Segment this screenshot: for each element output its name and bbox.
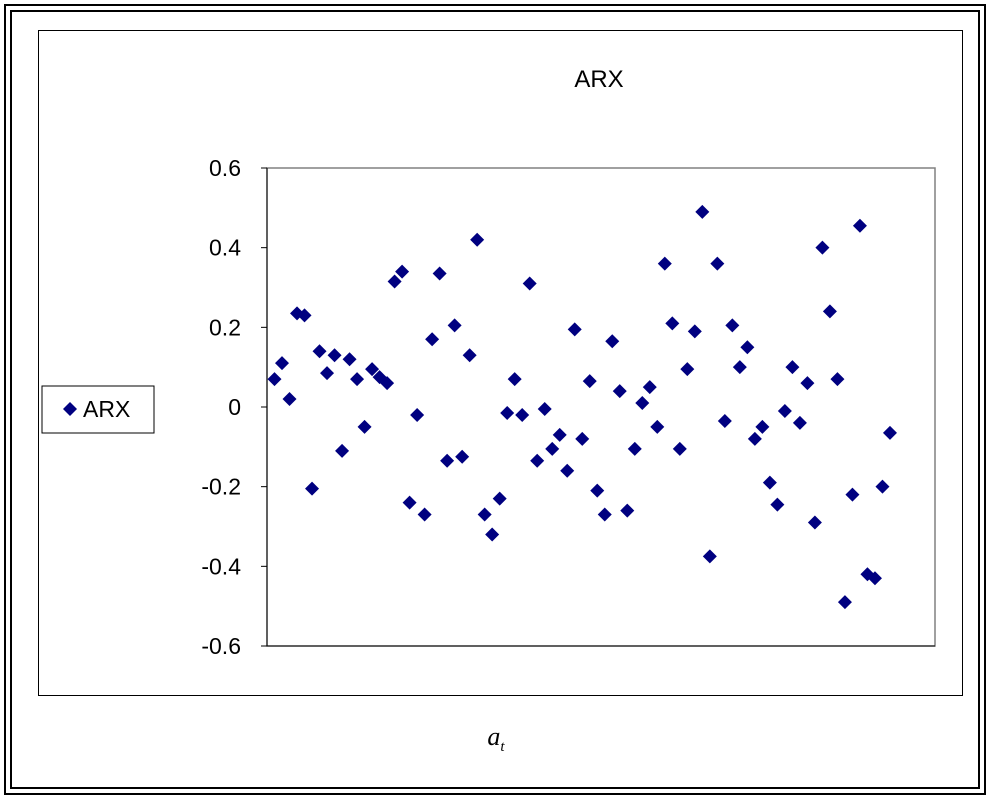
data-point [605,334,620,349]
y-tick-label: -0.4 [201,553,241,579]
data-point [755,419,770,434]
data-point [350,372,365,387]
data-point [312,344,327,359]
data-point [717,413,732,428]
data-point [320,366,335,381]
data-point [432,266,447,281]
data-point [785,360,800,375]
plot-border [266,167,936,647]
data-point [770,497,785,512]
data-point [792,415,807,430]
data-point [590,483,605,498]
data-point [485,527,500,542]
data-point [530,453,545,468]
data-point [447,318,462,333]
data-point [552,427,567,442]
chart-area: ARX -0.6 -0.4 -0.2 0 0.2 0.4 0.6 ARX [38,30,963,696]
y-tick-label: -0.2 [201,474,241,500]
caption-subscript: t [500,739,505,756]
data-point [500,405,515,420]
data-point [545,441,560,456]
data-point [365,362,380,377]
data-point [357,419,372,434]
data-point [695,204,710,219]
y-tick-label: -0.6 [201,633,241,659]
legend-label: ARX [83,396,130,422]
data-point [702,549,717,564]
y-tick-label: 0.4 [209,235,241,261]
data-point [612,384,627,399]
data-point [732,360,747,375]
data-point [380,376,395,391]
data-point [537,401,552,416]
data-point [642,380,657,395]
data-point [650,419,665,434]
data-point [305,481,320,496]
data-point [507,372,522,387]
data-point [710,256,725,271]
data-point [837,595,852,610]
data-point [845,487,860,502]
chart-title: ARX [574,66,623,93]
data-point [867,571,882,586]
data-point [515,407,530,422]
legend-marker [63,402,77,416]
y-tick-label: 0.2 [209,314,241,340]
data-point [882,425,897,440]
data-point [852,218,867,233]
data-point [800,376,815,391]
data-point [822,304,837,319]
data-point [687,324,702,339]
data-point [672,441,687,456]
outer-frame [4,4,986,795]
data-point [395,264,410,279]
data-point [807,515,822,530]
caption: at [0,722,992,756]
data-point [747,431,762,446]
data-point [740,340,755,355]
data-point [620,503,635,518]
data-point [267,372,282,387]
data-point [635,396,650,411]
y-tick-label: 0 [228,394,241,420]
data-point [560,463,575,478]
caption-main: a [487,722,501,751]
data-point [815,240,830,255]
data-point [275,356,290,371]
data-point [582,374,597,389]
data-point [657,256,672,271]
data-point [425,332,440,347]
data-point [282,392,297,407]
data-point [575,431,590,446]
data-point [462,348,477,363]
data-point [725,318,740,333]
y-tick-label: 0.6 [209,155,241,181]
data-point [455,449,470,464]
data-point [830,372,845,387]
data-point [522,276,537,291]
data-point [470,232,485,247]
chart-svg: ARX -0.6 -0.4 -0.2 0 0.2 0.4 0.6 ARX [41,66,936,659]
data-point [440,453,455,468]
data-point [777,403,792,418]
data-point [402,495,417,510]
data-point [327,348,342,363]
data-point [627,441,642,456]
data-point [597,507,612,522]
data-point [875,479,890,494]
data-point [410,407,425,422]
data-point [665,316,680,331]
data-point [477,507,492,522]
data-point [335,443,350,458]
data-point [387,274,402,289]
data-point [417,507,432,522]
data-point [297,308,312,323]
data-point [342,352,357,367]
legend-box [41,385,155,434]
data-point [567,322,582,337]
data-point [762,475,777,490]
inner-frame [10,10,980,789]
data-point [492,491,507,506]
data-point [680,362,695,377]
